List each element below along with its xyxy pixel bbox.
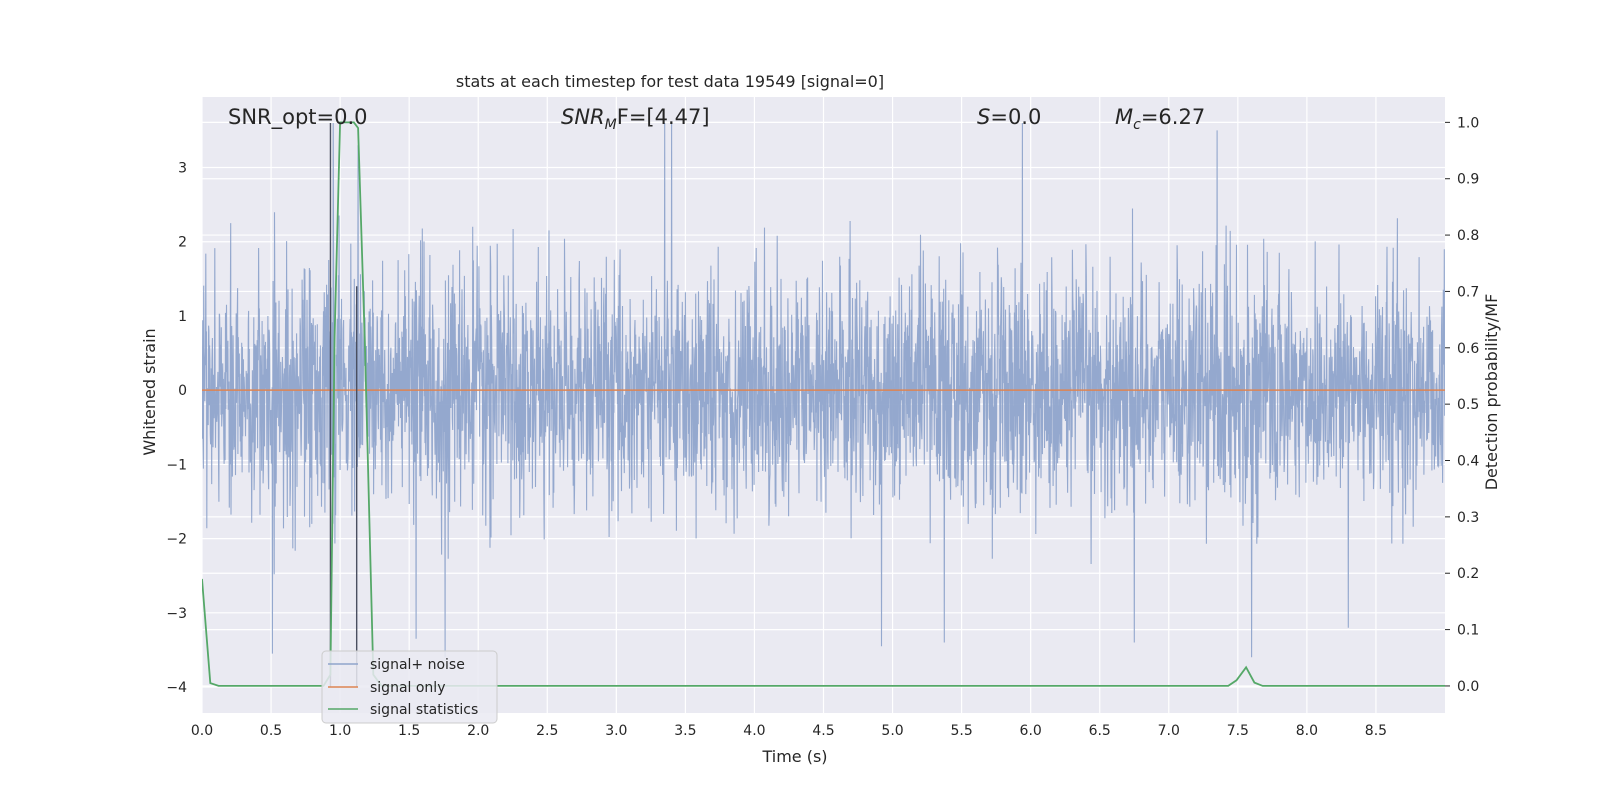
y-right-tick-label: 0.7 <box>1457 284 1479 300</box>
y-left-tick-label: 1 <box>178 309 187 325</box>
annotations: SNR_opt=0.0 SNRMF=[4.47] S=0.0 Mc=6.27 <box>228 105 1205 133</box>
x-tick-label: 4.5 <box>812 723 834 739</box>
x-tick-label: 0.0 <box>191 723 213 739</box>
y-left-tick-label: 3 <box>178 161 187 177</box>
x-tick-label: 6.5 <box>1089 723 1111 739</box>
y-right-tick-label: 0.6 <box>1457 341 1479 357</box>
x-tick-label: 7.5 <box>1227 723 1249 739</box>
y-right-tick-label: 0.1 <box>1457 623 1479 639</box>
y-left-tick-label: 0 <box>178 383 187 399</box>
legend-label-signal-statistics: signal statistics <box>370 702 478 718</box>
x-tick-label: 5.5 <box>950 723 972 739</box>
y-axis-left-label: Whitened strain <box>140 328 159 455</box>
series-signal-noise <box>202 122 1445 658</box>
series-signal-statistics <box>202 121 1445 687</box>
x-tick-label: 1.5 <box>398 723 420 739</box>
x-tick-label: 3.0 <box>605 723 627 739</box>
annotation-snr-mf-sub: M <box>605 117 617 133</box>
y-right-tick-label: 0.8 <box>1457 228 1479 244</box>
y-right-tick-label: 0.2 <box>1457 566 1479 582</box>
x-axis-label: Time (s) <box>761 747 827 766</box>
annotation-s-rest: =0.0 <box>990 105 1041 129</box>
y-left-tick-label: −2 <box>166 532 187 548</box>
annotation-snr-mf: SNRMF=[4.47] <box>561 105 710 133</box>
y-left-tick-label: −4 <box>166 680 187 696</box>
y-right-tick-label: 0.4 <box>1457 454 1479 470</box>
x-tick-label: 2.5 <box>536 723 558 739</box>
x-tick-label: 2.0 <box>467 723 489 739</box>
x-tick-label: 6.0 <box>1020 723 1042 739</box>
x-tick-label: 5.0 <box>881 723 903 739</box>
annotation-s-main: S <box>977 105 990 129</box>
legend-label-signal-only: signal only <box>370 680 445 696</box>
x-tick-label: 0.5 <box>260 723 282 739</box>
y-axis-right-label: Detection probability/MF <box>1482 294 1501 491</box>
x-tick-label: 8.5 <box>1365 723 1387 739</box>
legend-box <box>321 650 498 724</box>
legend: signal+ noise signal only signal statist… <box>321 650 498 724</box>
legend-label-signal-noise: signal+ noise <box>370 657 465 673</box>
annotation-mc-rest: =6.27 <box>1141 105 1205 129</box>
x-tick-label: 7.0 <box>1158 723 1180 739</box>
y-right-tick-label: 0.0 <box>1457 679 1479 695</box>
annotation-snr-opt: SNR_opt=0.0 <box>228 105 368 130</box>
y-right-tick-label: 0.9 <box>1457 172 1479 188</box>
y-left-tick-label: 2 <box>178 235 187 251</box>
x-tick-label: 4.0 <box>743 723 765 739</box>
y-left-tick-label: −1 <box>166 457 187 473</box>
annotation-mc-main: M <box>1115 105 1133 129</box>
ticks: 0.0 0.5 1.0 1.5 2.0 2.5 3.0 3.5 4.0 4.5 5.0 5.5 6.0 6… <box>166 115 1479 739</box>
annotation-s: S=0.0 <box>977 105 1041 129</box>
x-tick-label: 3.5 <box>674 723 696 739</box>
x-tick-label: 8.0 <box>1296 723 1318 739</box>
annotation-mc-sub: c <box>1133 117 1141 133</box>
y-left-tick-label: −3 <box>166 606 187 622</box>
y-right-tick-label: 0.3 <box>1457 510 1479 526</box>
y-right-tick-label: 1.0 <box>1457 115 1479 131</box>
annotation-mc: Mc=6.27 <box>1115 105 1205 133</box>
annotation-snr-mf-rest: F=[4.47] <box>617 105 710 129</box>
annotation-snr-mf-main: SNR <box>561 105 605 129</box>
x-tick-label: 1.0 <box>329 723 351 739</box>
y-right-tick-label: 0.5 <box>1457 397 1479 413</box>
chart-title: stats at each timestep for test data 195… <box>456 72 884 91</box>
data-layer <box>202 121 1445 688</box>
